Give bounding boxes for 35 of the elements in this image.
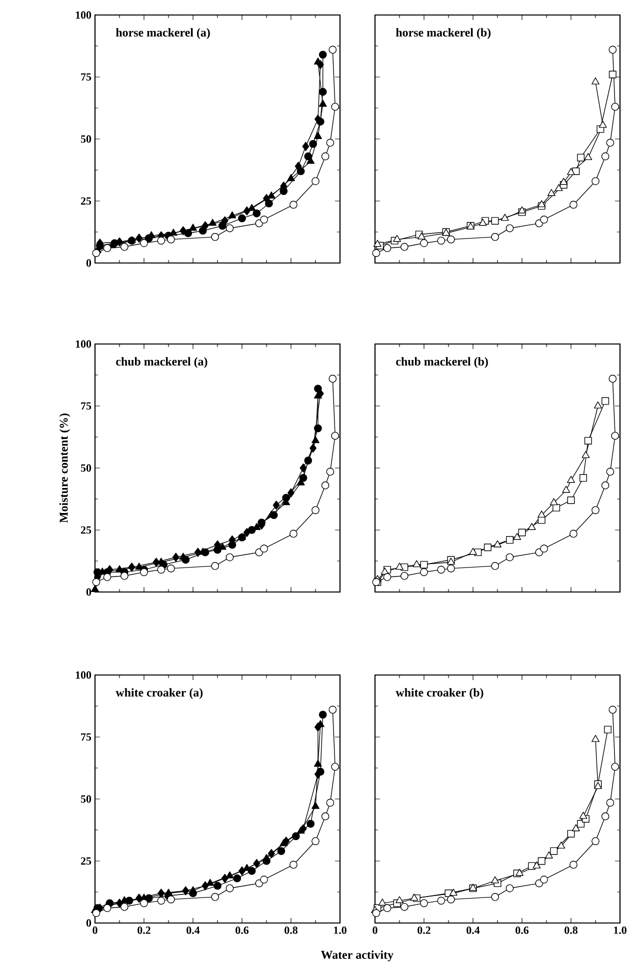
- x-tick-label: 0.2: [418, 926, 430, 934]
- x-tick-label: 0.2: [138, 926, 150, 934]
- y-tick-label: 100: [76, 671, 92, 679]
- y-tick-label: 0: [86, 588, 92, 596]
- x-tick-label: 0.4: [466, 926, 480, 934]
- y-tick-label: 25: [80, 197, 92, 205]
- x-tick-label: 0.8: [284, 926, 298, 934]
- y-tick-label: 100: [76, 340, 92, 348]
- y-tick-label: 50: [80, 135, 92, 143]
- x-tick-label: 0: [92, 926, 98, 934]
- x-tick-label: 0.4: [186, 926, 200, 934]
- text: chub mackerel (a): [116, 357, 208, 368]
- y-tick-label: 50: [80, 464, 92, 472]
- y-tick-label: 25: [80, 857, 92, 865]
- text: horse mackerel (b): [396, 28, 491, 40]
- x-tick-label: 0.8: [564, 926, 578, 934]
- text: white croaker (a): [116, 688, 203, 700]
- text: chub mackerel (b): [396, 357, 488, 368]
- y-tick-label: 50: [80, 795, 92, 803]
- y-tick-label: 0: [86, 259, 92, 267]
- x-tick-label: 1.0: [334, 926, 346, 934]
- y-tick-label: 75: [81, 402, 92, 410]
- y-tick-label: 75: [81, 733, 92, 741]
- text: white croaker (b): [396, 688, 484, 700]
- y-tick-label: 25: [80, 526, 92, 534]
- y-tick-label: 0: [86, 919, 92, 927]
- x-tick-label: 0.6: [516, 926, 529, 934]
- y-axis-title: Moisture content (%): [59, 414, 70, 523]
- x-axis-title: Water activity: [320, 950, 394, 962]
- y-tick-label: 75: [81, 73, 92, 81]
- text: horse mackerel (a): [116, 28, 210, 40]
- x-tick-label: 0.6: [236, 926, 249, 934]
- x-tick-label: 1.0: [614, 926, 626, 934]
- x-tick-label: 0: [372, 926, 378, 934]
- y-tick-label: 100: [76, 11, 92, 19]
